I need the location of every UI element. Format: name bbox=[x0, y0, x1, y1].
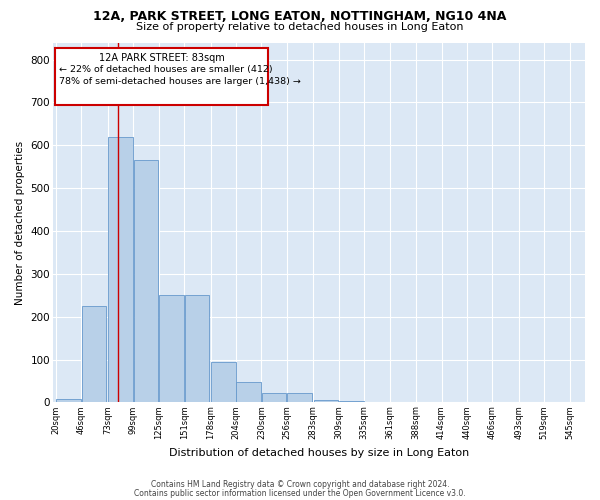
Bar bbox=[134, 160, 158, 402]
Bar bbox=[262, 393, 286, 402]
Bar bbox=[339, 401, 364, 402]
X-axis label: Distribution of detached houses by size in Long Eaton: Distribution of detached houses by size … bbox=[169, 448, 469, 458]
Text: 12A PARK STREET: 83sqm: 12A PARK STREET: 83sqm bbox=[99, 53, 224, 63]
Bar bbox=[236, 382, 261, 402]
Text: Contains HM Land Registry data © Crown copyright and database right 2024.: Contains HM Land Registry data © Crown c… bbox=[151, 480, 449, 489]
Text: ← 22% of detached houses are smaller (412): ← 22% of detached houses are smaller (41… bbox=[59, 65, 272, 74]
Bar bbox=[108, 137, 133, 402]
Bar bbox=[56, 399, 81, 402]
Text: 12A, PARK STREET, LONG EATON, NOTTINGHAM, NG10 4NA: 12A, PARK STREET, LONG EATON, NOTTINGHAM… bbox=[94, 10, 506, 23]
Bar bbox=[185, 296, 209, 403]
Bar bbox=[82, 306, 106, 402]
Y-axis label: Number of detached properties: Number of detached properties bbox=[15, 140, 25, 304]
FancyBboxPatch shape bbox=[55, 48, 268, 106]
Bar bbox=[287, 393, 312, 402]
Bar bbox=[159, 296, 184, 403]
Bar bbox=[211, 362, 236, 403]
Bar bbox=[314, 400, 338, 402]
Text: Size of property relative to detached houses in Long Eaton: Size of property relative to detached ho… bbox=[136, 22, 464, 32]
Text: Contains public sector information licensed under the Open Government Licence v3: Contains public sector information licen… bbox=[134, 488, 466, 498]
Text: 78% of semi-detached houses are larger (1,438) →: 78% of semi-detached houses are larger (… bbox=[59, 77, 301, 86]
